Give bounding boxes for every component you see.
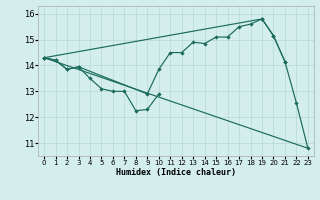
X-axis label: Humidex (Indice chaleur): Humidex (Indice chaleur) xyxy=(116,168,236,177)
